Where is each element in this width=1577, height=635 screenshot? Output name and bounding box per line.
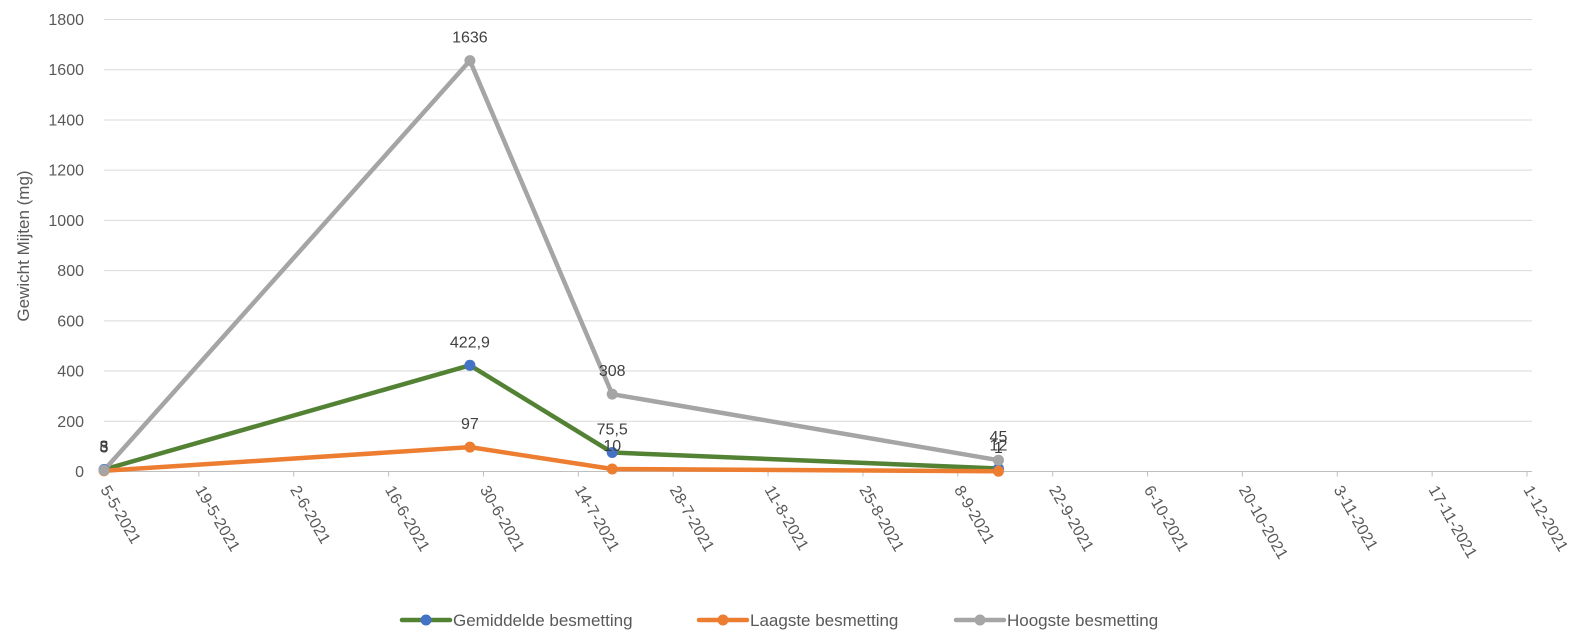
data-point [464, 441, 476, 453]
x-tick-label: 2-6-2021 [286, 483, 333, 547]
data-labels: 8 422,9 75,5 12 3 97 10 1 5 1636 308 45 [100, 30, 1008, 458]
x-tick-label: 28-7-2021 [666, 483, 717, 555]
data-label: 75,5 [597, 422, 628, 439]
series-line [101, 58, 1001, 473]
legend: Gemiddelde besmetting Laagste besmetting H… [399, 611, 1158, 630]
y-tick-label: 1400 [48, 112, 84, 129]
x-tick-label: 30-6-2021 [476, 483, 527, 555]
legend-label: Laagste besmetting [750, 611, 898, 630]
data-point [606, 463, 618, 475]
x-tick-label: 6-10-2021 [1140, 483, 1191, 555]
y-tick-label: 1200 [48, 163, 84, 180]
y-tick-label: 1600 [48, 62, 84, 79]
x-tick-label: 5-5-2021 [97, 483, 144, 547]
legend-label: Hoogste besmetting [1007, 611, 1158, 630]
x-tick-label: 16-6-2021 [381, 483, 432, 555]
y-tick-label: 0 [75, 464, 84, 481]
y-tick-label: 1800 [48, 12, 84, 29]
y-tick-label: 800 [57, 263, 84, 280]
x-tick-label: 1-12-2021 [1520, 483, 1571, 555]
data-label: 10 [603, 438, 621, 455]
y-tick-label: 200 [57, 414, 84, 431]
data-label: 308 [599, 363, 626, 380]
data-label: 5 [100, 439, 109, 456]
data-label: 422,9 [450, 334, 490, 351]
data-point [98, 464, 110, 476]
x-tick-label: 11-8-2021 [761, 483, 812, 554]
x-tick-label: 17-11-2021 [1425, 483, 1480, 561]
y-tick-label: 600 [57, 313, 84, 330]
data-point [464, 359, 476, 371]
data-point [992, 454, 1004, 466]
x-tick-label: 22-9-2021 [1045, 483, 1096, 555]
legend-label: Gemiddelde besmetting [453, 611, 633, 630]
data-label: 1636 [452, 30, 488, 47]
series-line [101, 363, 1001, 472]
legend-marker [717, 614, 729, 626]
x-tick-label: 8-9-2021 [950, 483, 997, 547]
data-label: 8 [100, 438, 109, 455]
data-point [992, 465, 1004, 477]
data-label: 12 [990, 437, 1008, 454]
data-label: 3 [100, 440, 109, 457]
data-point [606, 447, 618, 459]
x-axis: 5-5-2021 19-5-2021 2-6-2021 16-6-2021 30-6-2… [97, 471, 1571, 562]
data-label: 1 [994, 440, 1003, 457]
data-label: 45 [990, 429, 1008, 446]
x-tick-label: 3-11-2021 [1330, 483, 1381, 554]
series-lines [98, 55, 1004, 477]
data-label: 97 [461, 416, 479, 433]
gridlines [104, 19, 1532, 422]
series-line [101, 444, 1001, 474]
x-tick-label: 14-7-2021 [571, 483, 622, 555]
x-tick-label: 25-8-2021 [855, 483, 906, 555]
y-tick-label: 1000 [48, 213, 84, 230]
y-axis-title: Gewicht Mijten (mg) [14, 170, 33, 321]
data-point [606, 388, 618, 400]
x-tick-label: 19-5-2021 [191, 483, 242, 555]
x-tick-label: 20-10-2021 [1235, 483, 1291, 562]
y-tick-label: 400 [57, 364, 84, 381]
data-point [464, 55, 476, 67]
legend-marker [420, 614, 432, 626]
legend-marker [974, 614, 986, 626]
y-axis-ticks: 0 200 400 600 800 1000 1200 1400 1600 1800 [48, 12, 84, 481]
